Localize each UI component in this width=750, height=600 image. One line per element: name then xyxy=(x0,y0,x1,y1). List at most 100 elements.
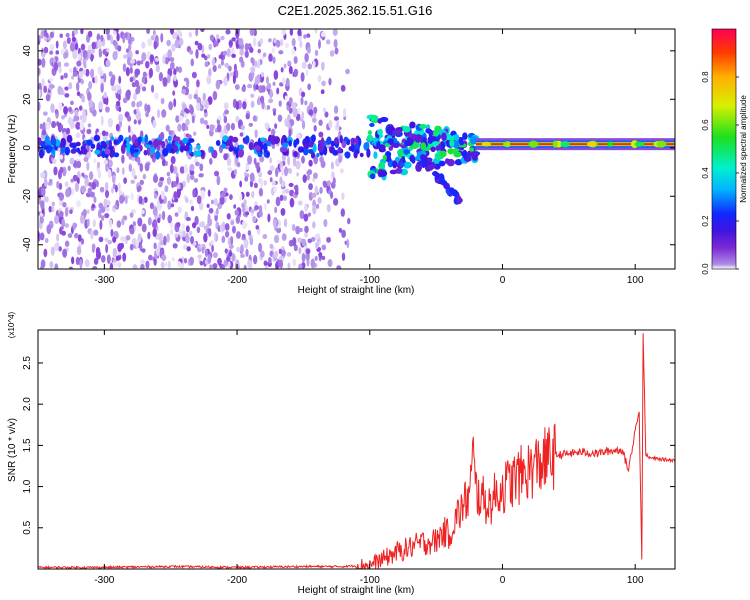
spectrogram-cell xyxy=(125,91,131,101)
spectrogram-cell xyxy=(129,212,134,218)
spectrogram-cell xyxy=(209,264,213,269)
spectrogram-cell xyxy=(304,203,308,212)
spectrogram-cell xyxy=(234,209,239,216)
spectrogram-cell xyxy=(243,238,249,249)
spectrogram-cell xyxy=(235,30,240,38)
spectrogram-cell xyxy=(43,85,48,94)
spectrogram-cell xyxy=(174,233,179,238)
spectrogram-cell xyxy=(42,111,48,116)
spectrogram-cell xyxy=(49,178,53,184)
spectrogram-cell xyxy=(41,52,46,58)
spectrogram-cell xyxy=(301,238,306,246)
spectrogram-cell xyxy=(43,248,48,258)
spectrogram-cell xyxy=(82,108,86,119)
spectrogram-cell xyxy=(308,109,314,116)
spectrogram-cell xyxy=(215,207,219,215)
spectrogram-cell xyxy=(79,214,85,225)
spectrogram-cell xyxy=(245,211,250,216)
spectrogram-cell xyxy=(233,168,237,176)
x-tick-label: 100 xyxy=(627,575,644,586)
spectrogram-cell xyxy=(389,169,398,175)
x-tick-label: -300 xyxy=(94,575,114,586)
spectrogram-cell xyxy=(456,195,462,205)
spectrogram-cell xyxy=(154,57,160,62)
spectrogram-cell xyxy=(272,81,276,86)
spectrogram-cell xyxy=(241,233,246,239)
spectrogram-cell xyxy=(132,92,137,101)
spectrogram-cell xyxy=(116,220,122,228)
spectrogram-cell xyxy=(221,190,226,198)
spectrogram-cell xyxy=(59,124,63,132)
spectrogram-cell xyxy=(94,75,98,85)
spectrogram-cell xyxy=(157,181,163,188)
spectrogram-cell xyxy=(332,29,338,36)
spectrogram-cell xyxy=(254,201,258,206)
spectrogram-cell xyxy=(45,93,51,102)
x-tick-label: 100 xyxy=(627,275,644,286)
x-tick-label: 0 xyxy=(500,275,506,286)
spectrogram-cell xyxy=(100,34,104,42)
snr-y-axis-label: SNR (10 * v/v) xyxy=(7,418,18,482)
spectrogram-cell xyxy=(420,142,427,151)
spectrogram-cell xyxy=(321,80,326,87)
spectrogram-cell xyxy=(153,138,160,147)
spectrogram-cell xyxy=(145,111,149,118)
spectrogram-cell xyxy=(160,97,165,105)
spectrogram-cell xyxy=(308,159,313,167)
spectrogram-cell xyxy=(68,82,73,90)
spectrogram-cell xyxy=(227,261,231,268)
spectrogram-cell xyxy=(453,134,460,141)
spectrogram-cell xyxy=(120,235,126,242)
spectrogram-cell xyxy=(354,137,359,146)
spectrogram-cell xyxy=(320,31,326,37)
spectrogram-cell xyxy=(117,243,123,252)
spectrogram-cell xyxy=(184,126,189,131)
spectrogram-cell xyxy=(43,29,48,37)
spectrogram-cell xyxy=(234,84,240,91)
spectrogram-cell xyxy=(70,178,74,183)
spectrogram-cell xyxy=(278,100,282,107)
spectrogram-cell xyxy=(50,246,55,256)
spectrogram-cell xyxy=(301,111,305,120)
spectrogram-cell xyxy=(70,148,77,154)
spectrogram-cell xyxy=(266,82,272,90)
spectrogram-cell xyxy=(312,221,316,229)
spectrogram-cell xyxy=(103,97,107,105)
spectrogram-cell xyxy=(221,143,227,149)
spectrogram-cell xyxy=(176,183,181,190)
spectrogram-cell xyxy=(183,132,187,139)
spectrogram-cell xyxy=(77,234,82,242)
spectrogram-cell xyxy=(203,119,208,126)
spectrogram-cell xyxy=(174,212,179,217)
spectrogram-cell xyxy=(111,174,116,184)
spectrogram-cell xyxy=(100,115,104,126)
spectrogram-cell xyxy=(249,46,254,54)
spectrogram-cell xyxy=(322,182,328,188)
spectrogram-cell xyxy=(231,225,236,234)
spectrogram-cell xyxy=(245,113,250,120)
spectrogram-cell xyxy=(348,145,355,152)
spectrogram-cell xyxy=(38,88,41,98)
spectrogram-cell xyxy=(297,107,301,114)
spectrogram-cell xyxy=(43,177,48,188)
spectrogram-cell xyxy=(253,182,258,189)
spectrogram-cell xyxy=(116,100,121,107)
spectrogram-cell xyxy=(73,29,79,35)
spectrogram-cell xyxy=(173,68,177,76)
spectrogram-cell xyxy=(299,210,305,220)
spectrogram-cell xyxy=(318,143,324,153)
spectrogram-cell xyxy=(318,39,321,50)
spectrogram-cell xyxy=(226,122,231,131)
spectrogram-cell xyxy=(49,43,55,52)
spectrogram-cell xyxy=(258,205,263,213)
spectrogram-cell xyxy=(223,76,228,87)
spectrogram-cell xyxy=(320,89,325,95)
spectrogram-cell xyxy=(97,39,102,49)
spectrogram-cell xyxy=(182,230,186,238)
spectrogram-cell xyxy=(341,192,345,200)
spectrogram-cell xyxy=(141,86,147,92)
spectrogram-cell xyxy=(41,78,45,88)
spectrogram-cell xyxy=(231,53,236,58)
spectrogram-cell xyxy=(266,199,270,204)
spectrogram-cell xyxy=(219,196,225,205)
